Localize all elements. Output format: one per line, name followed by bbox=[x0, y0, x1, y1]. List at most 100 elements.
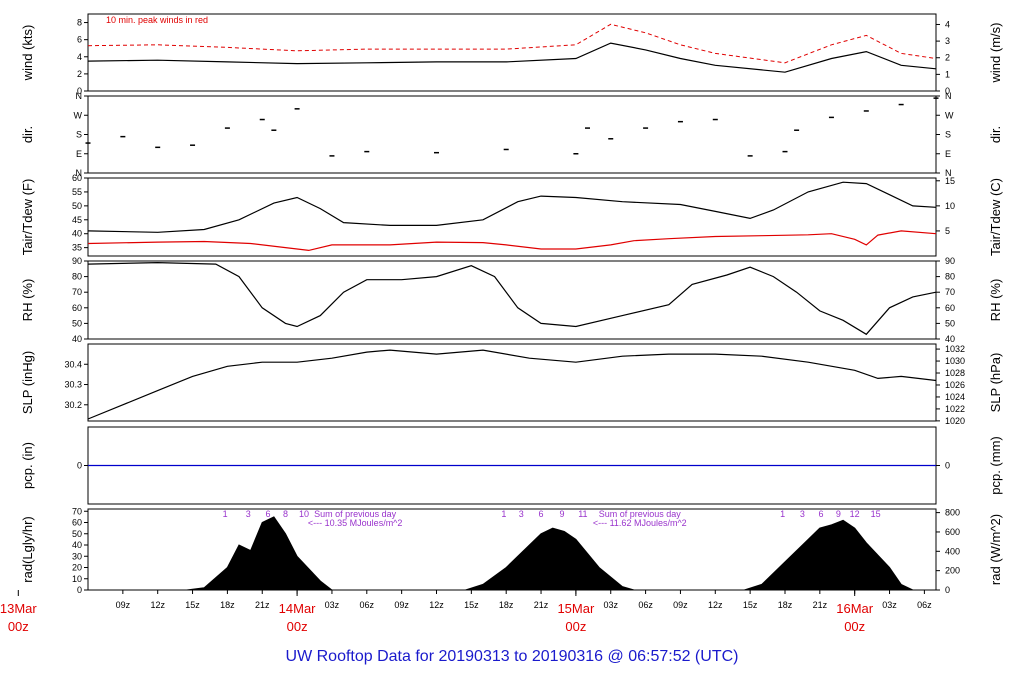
footer-title: UW Rooftop Data for 20190313 to 20190316… bbox=[285, 648, 739, 665]
y-tick-label-left: 45 bbox=[72, 215, 82, 225]
x-tick-label: 12z bbox=[708, 600, 723, 610]
y-tick-label-right: 5 bbox=[945, 226, 950, 236]
rad-annotation: <--- 10.35 MJoules/m^2 bbox=[308, 518, 403, 528]
y-tick-label-right: 50 bbox=[945, 318, 955, 328]
y-tick-label-left: 50 bbox=[72, 318, 82, 328]
y-axis-label-right: RH (%) bbox=[988, 279, 1003, 322]
x-tick-label: 03z bbox=[325, 600, 340, 610]
panel-6: pcp. (in) pcp. (mm) 0 0 bbox=[20, 426, 1003, 505]
x-tick-label: 06z bbox=[360, 600, 375, 610]
series-line-wind bbox=[87, 42, 937, 73]
y-tick-label-right: 0 bbox=[945, 461, 950, 471]
panel-frame bbox=[87, 13, 937, 92]
y-axis-label-right: wind (m/s) bbox=[988, 23, 1003, 84]
solar-hour-label: 3 bbox=[519, 509, 524, 519]
y-axis-label-left: pcp. (in) bbox=[20, 442, 35, 489]
day-label-time: 00z bbox=[844, 619, 865, 634]
y-axis-label-left: RH (%) bbox=[20, 279, 35, 322]
y-tick-label-left: 20 bbox=[72, 563, 82, 573]
day-label-time: 00z bbox=[565, 619, 586, 634]
solar-hour-label: 6 bbox=[539, 509, 544, 519]
panel-frame bbox=[87, 177, 937, 257]
y-tick-label-right: S bbox=[945, 130, 951, 140]
rad-annotation: Sum of previous day bbox=[599, 509, 682, 519]
y-axis-label-left: dir. bbox=[20, 126, 35, 143]
y-tick-label-right: 4 bbox=[945, 19, 950, 29]
y-tick-label-right: 200 bbox=[945, 566, 960, 576]
rad-annotation: Sum of previous day bbox=[314, 509, 397, 519]
x-tick-label: 09z bbox=[673, 600, 688, 610]
y-tick-label-right: 10 bbox=[945, 201, 955, 211]
x-tick-label: 18z bbox=[220, 600, 235, 610]
y-tick-label-left: 4 bbox=[77, 52, 82, 62]
day-label-time: 00z bbox=[287, 619, 308, 634]
y-tick-label-right: N bbox=[945, 91, 952, 101]
y-tick-label-right: 800 bbox=[945, 508, 960, 518]
y-tick-label-left: W bbox=[74, 110, 83, 120]
y-tick-label-left: 60 bbox=[72, 518, 82, 528]
y-axis-label-left: SLP (inHg) bbox=[20, 351, 35, 414]
series-line-RH bbox=[87, 261, 937, 336]
y-axis-label-right: dir. bbox=[988, 126, 1003, 143]
y-tick-label-right: 1030 bbox=[945, 356, 965, 366]
y-tick-label-left: 40 bbox=[72, 229, 82, 239]
panel-frame bbox=[87, 260, 937, 340]
y-tick-label-left: 40 bbox=[72, 540, 82, 550]
y-axis-label-right: SLP (hPa) bbox=[988, 353, 1003, 413]
x-tick-label: 15z bbox=[464, 600, 479, 610]
x-tick-label: 06z bbox=[638, 600, 653, 610]
day-label-time: 00z bbox=[8, 619, 29, 634]
y-tick-label-left: N bbox=[76, 168, 83, 178]
solar-hour-label: 12 bbox=[850, 509, 860, 519]
y-tick-label-right: 600 bbox=[945, 527, 960, 537]
y-tick-label-left: 70 bbox=[72, 287, 82, 297]
y-tick-label-right: 1032 bbox=[945, 344, 965, 354]
solar-hour-label: 1 bbox=[501, 509, 506, 519]
series-line-Tair bbox=[87, 181, 937, 233]
y-tick-label-left: 30 bbox=[72, 551, 82, 561]
y-tick-label-right: 40 bbox=[945, 334, 955, 344]
y-tick-label-left: N bbox=[76, 91, 83, 101]
y-tick-label-right: 1022 bbox=[945, 404, 965, 414]
y-axis-label-right: Tair/Tdew (C) bbox=[988, 178, 1003, 256]
series-line-peak-winds bbox=[87, 23, 937, 64]
y-axis-label-left: wind (kts) bbox=[20, 25, 35, 82]
panel-frame bbox=[87, 95, 937, 174]
time-axis: 09z 12z 15z 18z 21z 03z 06z 09z 12z 15z 18z 21z 03z 0… bbox=[0, 590, 932, 634]
y-tick-label-right: E bbox=[945, 149, 951, 159]
series-line-Tdew bbox=[87, 230, 937, 252]
solar-hour-label: 3 bbox=[246, 509, 251, 519]
y-tick-label-left: 50 bbox=[72, 201, 82, 211]
y-tick-label-right: 1026 bbox=[945, 380, 965, 390]
y-tick-label-left: 0 bbox=[77, 585, 82, 595]
solar-hour-label: 9 bbox=[559, 509, 564, 519]
y-axis-label-left: Tair/Tdew (F) bbox=[20, 179, 35, 256]
y-tick-label-left: 80 bbox=[72, 272, 82, 282]
day-label-date: 16Mar bbox=[836, 601, 874, 616]
y-tick-label-right: 2 bbox=[945, 53, 950, 63]
y-tick-label-right: 60 bbox=[945, 303, 955, 313]
y-tick-label-left: S bbox=[76, 130, 82, 140]
y-tick-label-right: 1 bbox=[945, 69, 950, 79]
rad-annotation: <--- 11.62 MJoules/m^2 bbox=[593, 518, 687, 528]
y-tick-label-left: 90 bbox=[72, 256, 82, 266]
solar-hour-label: 11 bbox=[578, 509, 587, 519]
solar-hour-label: 9 bbox=[836, 509, 841, 519]
panel-frame bbox=[87, 343, 937, 422]
y-tick-label-left: 10 bbox=[72, 574, 82, 584]
y-tick-label-right: 1024 bbox=[945, 392, 965, 402]
panel-4: RH (%) RH (%) 40 50 60 70 80 90 40 50 60 70 80 90 bbox=[20, 256, 1003, 344]
y-tick-label-right: 0 bbox=[945, 86, 950, 96]
x-tick-label: 18z bbox=[499, 600, 514, 610]
y-tick-label-right: 0 bbox=[945, 585, 950, 595]
solar-hour-label: 6 bbox=[266, 509, 271, 519]
y-tick-label-right: 15 bbox=[945, 176, 955, 186]
day-label-date: 14Mar bbox=[279, 601, 317, 616]
y-tick-label-right: 1020 bbox=[945, 416, 965, 426]
x-tick-label: 09z bbox=[394, 600, 409, 610]
solar-hour-label: 1 bbox=[780, 509, 785, 519]
x-tick-label: 03z bbox=[882, 600, 897, 610]
x-tick-label: 21z bbox=[255, 600, 270, 610]
panel-5: SLP (inHg) SLP (hPa) 30.2 30.3 30.4 1020 1022 1… bbox=[20, 343, 1003, 426]
